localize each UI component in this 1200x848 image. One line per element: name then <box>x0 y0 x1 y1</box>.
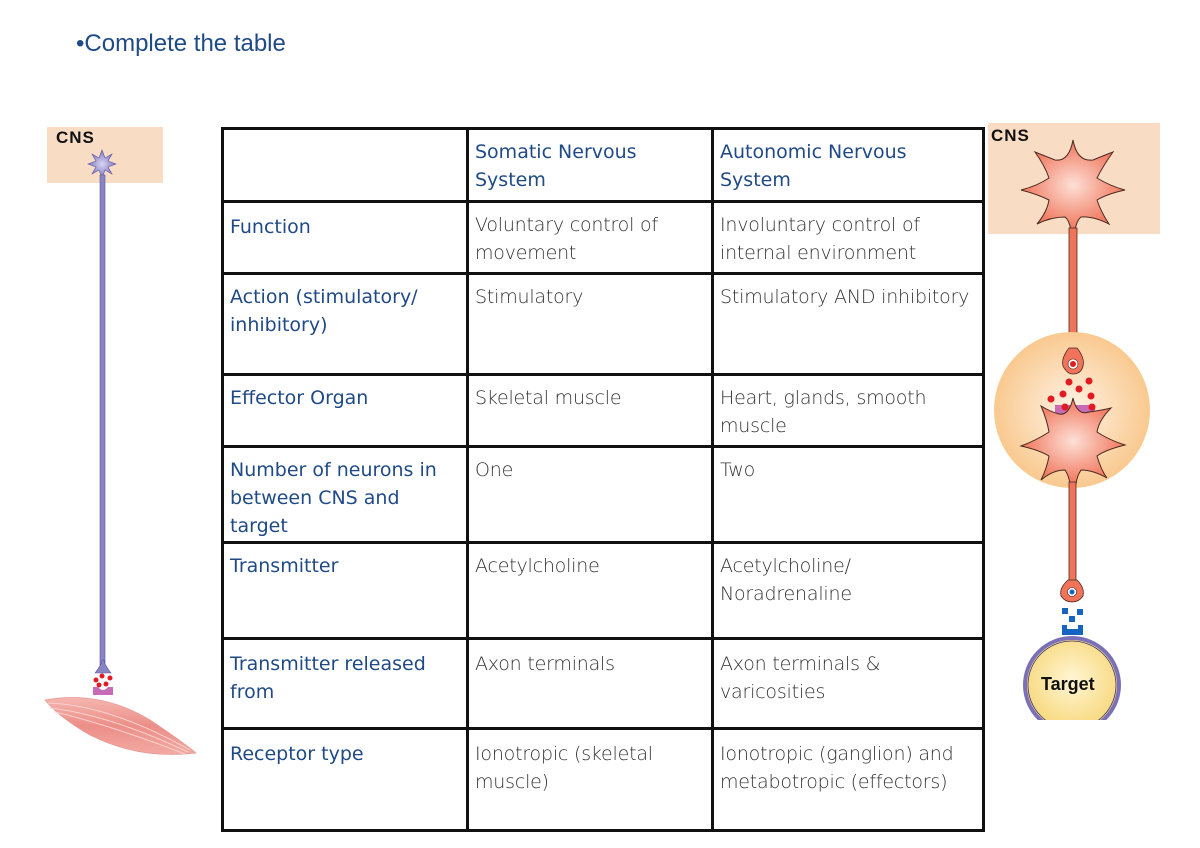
autonomic-cell[interactable]: Stimulatory AND inhibitory <box>711 272 985 376</box>
skeletal-muscle <box>44 697 197 755</box>
autonomic-cell[interactable]: Two <box>711 445 985 544</box>
target-receptor <box>1062 625 1083 635</box>
somatic-cell[interactable]: One <box>466 445 714 544</box>
row-label: Action (stimulatory/ inhibitory) <box>221 272 469 376</box>
table-header-row: Somatic Nervous System Autonomic Nervous… <box>221 127 985 203</box>
somatic-cell[interactable]: Axon terminals <box>466 637 714 730</box>
autonomic-cell[interactable]: Ionotropic (ganglion) and metabotropic (… <box>711 727 985 832</box>
somatic-cell[interactable]: Acetylcholine <box>466 541 714 640</box>
row-label: Transmitter <box>221 541 469 640</box>
autonomic-cell[interactable]: Involuntary control of internal environm… <box>711 200 985 275</box>
table-row: Action (stimulatory/ inhibitory) Stimula… <box>221 272 985 376</box>
autonomic-pathway-figure: CNS Target <box>985 120 1160 734</box>
table-row: Receptor type Ionotropic (skeletal muscl… <box>221 727 985 832</box>
cns-label: CNS <box>991 126 1030 145</box>
somatic-cell[interactable]: Skeletal muscle <box>466 373 714 448</box>
header-somatic: Somatic Nervous System <box>466 127 714 203</box>
table-row: Transmitter Acetylcholine Acetylcholine/… <box>221 541 985 640</box>
header-empty <box>221 127 469 203</box>
somatic-neuron-illustration <box>44 127 197 755</box>
row-label: Number of neurons in between CNS and tar… <box>221 445 469 544</box>
table-row: Transmitter released from Axon terminals… <box>221 637 985 730</box>
cns-label: CNS <box>56 128 95 147</box>
somatic-axon <box>99 174 106 666</box>
slide-title: •Complete the table <box>76 30 286 57</box>
autonomic-neuron-illustration <box>988 123 1160 734</box>
row-label: Effector Organ <box>221 373 469 448</box>
row-label: Transmitter released from <box>221 637 469 730</box>
somatic-neuron-body <box>87 149 117 179</box>
preganglionic-axon <box>1068 227 1078 351</box>
table-row: Effector Organ Skeletal muscle Heart, gl… <box>221 373 985 448</box>
header-autonomic: Autonomic Nervous System <box>711 127 985 203</box>
autonomic-cell[interactable]: Acetylcholine/ Noradrenaline <box>711 541 985 640</box>
somatic-cell[interactable]: Ionotropic (skeletal muscle) <box>466 727 714 832</box>
table-row: Function Voluntary control of movement I… <box>221 200 985 275</box>
autonomic-cell[interactable]: Heart, glands, smooth muscle <box>711 373 985 448</box>
table-row: Number of neurons in between CNS and tar… <box>221 445 985 544</box>
target-label: Target <box>1041 674 1095 694</box>
somatic-cell[interactable]: Voluntary control of movement <box>466 200 714 275</box>
row-label: Function <box>221 200 469 275</box>
row-label: Receptor type <box>221 727 469 832</box>
comparison-table: Somatic Nervous System Autonomic Nervous… <box>221 127 985 832</box>
postganglionic-axon <box>1068 481 1077 585</box>
autonomic-cell[interactable]: Axon terminals & varicosities <box>711 637 985 730</box>
somatic-cell[interactable]: Stimulatory <box>466 272 714 376</box>
cns-region <box>47 127 163 183</box>
somatic-pathway-figure: CNS <box>40 120 210 770</box>
